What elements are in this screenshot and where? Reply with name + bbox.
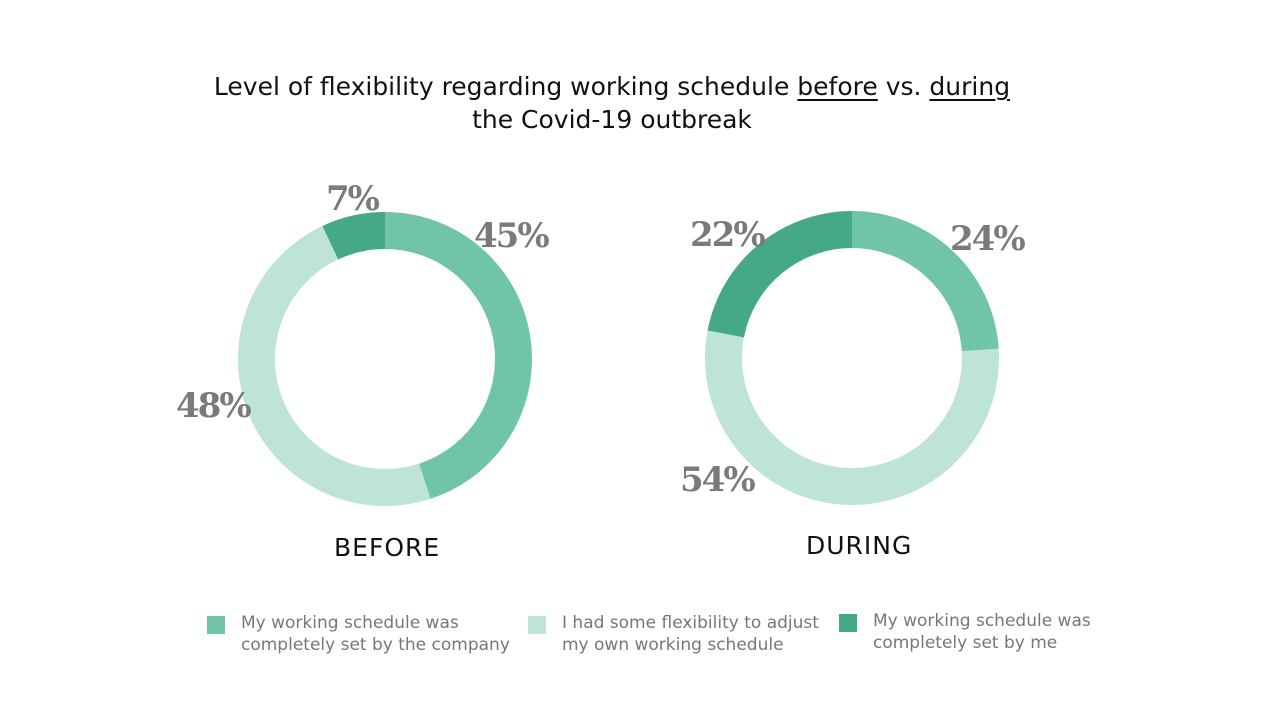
legend-label: My working schedule was completely set b… [873, 611, 1091, 653]
before-data-label-0: 45% [474, 216, 549, 256]
legend-item-me: My working schedule was completely set b… [839, 610, 1103, 654]
caption-before: BEFORE [334, 533, 441, 562]
legend-label: I had some flexibility to adjust my own … [562, 613, 819, 655]
legend-label: My working schedule was completely set b… [241, 613, 510, 655]
during-slice-2 [707, 211, 852, 338]
before-data-label-2: 7% [326, 179, 380, 219]
legend-swatch [839, 614, 857, 632]
legend-item-company: My working schedule was completely set b… [207, 612, 511, 656]
before-data-label-1: 48% [176, 386, 251, 426]
before-slice-0 [385, 212, 532, 499]
during-slice-0 [852, 211, 999, 352]
caption-during: DURING [806, 531, 913, 560]
legend-swatch [207, 616, 225, 634]
before-slice-2 [322, 212, 385, 260]
during-data-label-2: 22% [690, 215, 765, 255]
title-text: Level of flexibility regarding working s… [213, 72, 798, 101]
title-before: before [797, 72, 878, 101]
chart-title: Level of flexibility regarding working s… [0, 70, 1224, 136]
title-vs: vs. [877, 72, 930, 101]
legend-item-some: I had some flexibility to adjust my own … [528, 612, 822, 656]
during-slice-1 [705, 330, 999, 506]
title-line2: the Covid-19 outbreak [472, 105, 752, 134]
during-data-label-0: 24% [950, 219, 1025, 259]
before-slice-1 [237, 225, 431, 507]
title-during: during [929, 72, 1011, 101]
legend-swatch [528, 616, 546, 634]
during-data-label-1: 54% [680, 460, 755, 500]
